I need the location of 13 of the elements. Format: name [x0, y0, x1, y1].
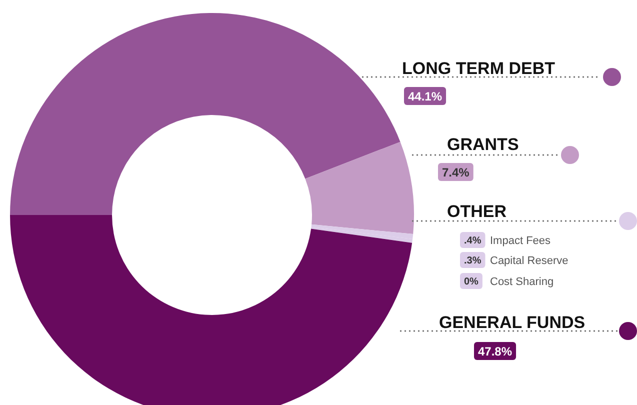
- data-label: .3%: [464, 256, 482, 267]
- slice-label: GRANTS: [447, 135, 519, 154]
- data-label: .4%: [464, 236, 482, 247]
- data-label: 44.1%: [408, 89, 442, 104]
- text: OTHER: [447, 202, 506, 221]
- data-label: 7.4%: [442, 165, 470, 180]
- legend-label: Impact Fees: [490, 235, 552, 247]
- slice-label: LONG TERM DEBT: [402, 59, 556, 78]
- legend-label: Capital Reserve: [490, 255, 568, 267]
- slice-label: GENERAL FUNDS: [439, 313, 586, 332]
- legend-label: Cost Sharing: [490, 276, 554, 288]
- data-label: 47.8%: [478, 344, 512, 358]
- text: 0%: [464, 276, 478, 288]
